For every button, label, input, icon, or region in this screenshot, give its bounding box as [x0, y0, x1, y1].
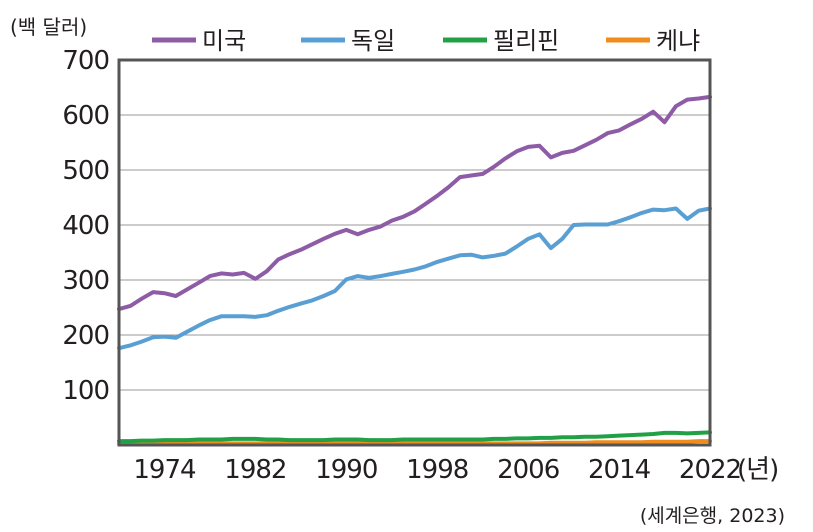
legend-label-케냐: 케냐	[656, 27, 700, 55]
y-tick-label: 600	[62, 101, 109, 131]
x-tick-label: 2006	[497, 455, 559, 485]
y-tick-label: 500	[62, 156, 109, 186]
x-tick-label: 2014	[588, 455, 651, 485]
series-line-필리핀	[117, 430, 712, 444]
plot-frame	[117, 58, 712, 447]
y-tick-label: 400	[62, 211, 109, 241]
y-axis-unit-label: (백 달러)	[10, 15, 87, 39]
series-line-독일	[117, 206, 712, 351]
series-lines	[117, 94, 712, 446]
y-tick-label: 700	[62, 46, 109, 76]
legend-label-필리핀: 필리핀	[493, 27, 559, 55]
source-label: (세계은행, 2023)	[640, 505, 785, 527]
x-axis-unit-label: (년)	[737, 455, 778, 485]
legend-label-미국: 미국	[202, 27, 246, 55]
y-axis-ticks: 100 200 300 400 500 600 700	[62, 46, 110, 406]
y-tick-label: 100	[62, 376, 109, 406]
legend: 미국 독일 필리핀 케냐	[152, 27, 700, 55]
x-tick-label: 1982	[224, 455, 286, 485]
gridlines	[119, 114, 710, 391]
x-axis-ticks: 1974 1982 1990 1998 2006 2014 2022	[133, 455, 742, 485]
x-tick-label: 1990	[315, 455, 377, 485]
x-tick-label: 1998	[406, 455, 468, 485]
y-tick-label: 200	[62, 321, 109, 351]
y-tick-label: 300	[62, 266, 109, 296]
series-line-케냐	[117, 439, 712, 446]
legend-label-독일: 독일	[351, 27, 395, 55]
x-tick-label: 1974	[133, 455, 196, 485]
series-line-미국	[117, 94, 712, 312]
x-tick-label: 2022	[679, 455, 741, 485]
